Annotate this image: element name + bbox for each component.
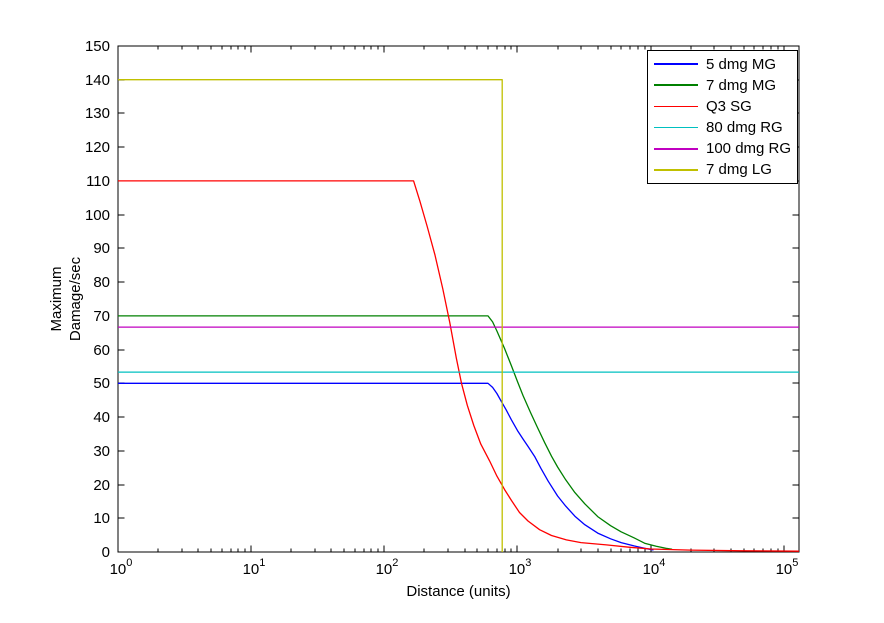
y-axis-label-line1: Maximum — [48, 266, 65, 332]
svg-text:20: 20 — [93, 477, 110, 494]
svg-text:103: 103 — [509, 557, 532, 578]
legend-line-swatch — [654, 105, 698, 108]
svg-text:101: 101 — [243, 557, 266, 578]
legend-line-swatch — [654, 63, 698, 65]
svg-text:40: 40 — [93, 409, 110, 426]
svg-text:70: 70 — [93, 308, 110, 325]
legend-item-7dmg-lg: 7 dmg LG — [654, 159, 797, 180]
legend-line-swatch — [654, 148, 698, 150]
legend-item-100dmg-rg: 100 dmg RG — [654, 138, 797, 159]
legend-line-swatch — [654, 126, 698, 129]
y-axis-label-line2: Damage/sec — [67, 256, 84, 342]
legend-label: 7 dmg MG — [706, 76, 777, 94]
svg-text:30: 30 — [93, 443, 110, 460]
legend-box: 5 dmg MG 7 dmg MG Q3 SG 80 dmg RG 100 dm… — [647, 50, 798, 184]
legend-item-7dmg-mg: 7 dmg MG — [654, 75, 797, 96]
legend-item-80dmg-rg: 80 dmg RG — [654, 117, 797, 138]
x-axis-label: Distance (units) — [406, 583, 511, 600]
svg-text:100: 100 — [110, 557, 133, 578]
svg-text:104: 104 — [643, 557, 666, 578]
legend-label: 80 dmg RG — [706, 119, 783, 137]
svg-text:130: 130 — [85, 105, 110, 122]
svg-text:50: 50 — [93, 375, 110, 392]
svg-text:80: 80 — [93, 274, 110, 291]
svg-text:120: 120 — [85, 139, 110, 156]
svg-text:60: 60 — [93, 342, 110, 359]
legend-line-swatch — [654, 169, 698, 171]
svg-text:0: 0 — [102, 544, 110, 561]
series-lines — [118, 79, 800, 552]
svg-text:10: 10 — [93, 510, 110, 527]
svg-text:110: 110 — [86, 173, 110, 190]
svg-text:90: 90 — [93, 240, 110, 257]
legend-item-q3-sg: Q3 SG — [654, 96, 797, 117]
svg-text:140: 140 — [85, 72, 110, 89]
legend-label: Q3 SG — [706, 97, 752, 115]
tick-labels: 100 101 102 103 104 105 0 10 20 30 40 50 60 70 80 90 100… — [85, 38, 798, 578]
svg-text:100: 100 — [85, 207, 110, 224]
legend-label: 5 dmg MG — [706, 55, 777, 73]
svg-text:105: 105 — [776, 557, 799, 578]
legend-label: 100 dmg RG — [706, 140, 792, 158]
svg-text:150: 150 — [85, 38, 110, 55]
legend-label: 7 dmg LG — [706, 161, 772, 179]
legend-line-swatch — [654, 84, 698, 86]
svg-text:102: 102 — [376, 557, 399, 578]
y-axis-label: Maximum Damage/sec — [47, 257, 85, 341]
legend-item-5dmg-mg: 5 dmg MG — [654, 53, 797, 74]
